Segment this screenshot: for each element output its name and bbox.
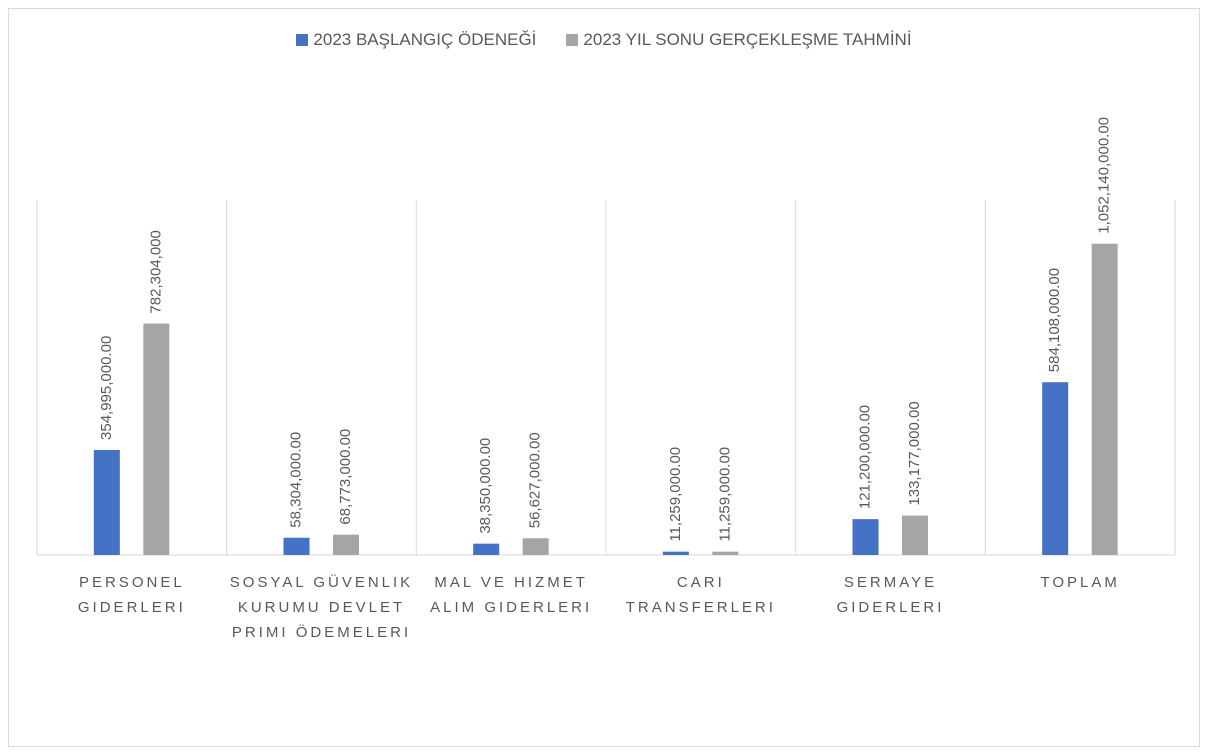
legend: 2023 BAŞLANGIÇ ÖDENEĞİ 2023 YIL SONU GERÇ…: [0, 30, 1208, 50]
data-label: 782,304,000: [147, 230, 164, 313]
legend-swatch: [296, 34, 309, 46]
bar: [473, 543, 500, 555]
data-label: 56,627,000.00: [527, 432, 544, 528]
x-tick-label: MAL VE HIZMET ALIM GIDERLERI: [430, 574, 593, 616]
legend-item: 2023 BAŞLANGIÇ ÖDENEĞİ: [296, 30, 536, 50]
bar: [902, 515, 928, 555]
x-tick-label: PERSONEL GIDERLERI: [77, 574, 186, 616]
data-label: 38,350,000.00: [477, 438, 494, 534]
bar: [522, 538, 549, 555]
chart-border: [8, 8, 1200, 747]
data-label: 11,259,000.00: [667, 447, 684, 542]
bar: [712, 551, 739, 555]
data-label: 68,773,000.00: [337, 429, 354, 525]
data-label: 354,995,000.00: [98, 336, 115, 440]
bar: [662, 551, 689, 555]
bar: [1091, 243, 1118, 555]
x-tick-label: CARI TRANSFERLERI: [625, 574, 776, 616]
bar: [333, 534, 359, 555]
x-tick-label: SOSYAL GÜVENLIK KURUMU DEVLET PRIMI ÖDEM…: [229, 574, 414, 641]
x-tick-label: SERMAYE GIDERLERI: [836, 574, 945, 616]
bar: [852, 519, 879, 555]
bar: [143, 323, 170, 555]
bar: [93, 449, 120, 555]
legend-item: 2023 YIL SONU GERÇEKLEŞME TAHMİNİ: [566, 30, 912, 50]
data-label: 58,304,000.00: [287, 432, 304, 528]
legend-label: 2023 BAŞLANGIÇ ÖDENEĞİ: [313, 30, 537, 49]
data-label: 11,259,000.00: [716, 447, 733, 542]
bar: [283, 537, 310, 555]
data-label: 121,200,000.00: [856, 405, 873, 509]
legend-label: 2023 YIL SONU GERÇEKLEŞME TAHMİNİ: [583, 30, 912, 49]
legend-swatch: [566, 34, 579, 46]
bar: [1042, 382, 1069, 555]
data-label: 1,052,140,000.00: [1096, 117, 1113, 234]
x-tick-label: TOPLAM: [1040, 574, 1120, 591]
data-label: 133,177,000.00: [906, 401, 923, 505]
data-label: 584,108,000.00: [1046, 268, 1063, 372]
